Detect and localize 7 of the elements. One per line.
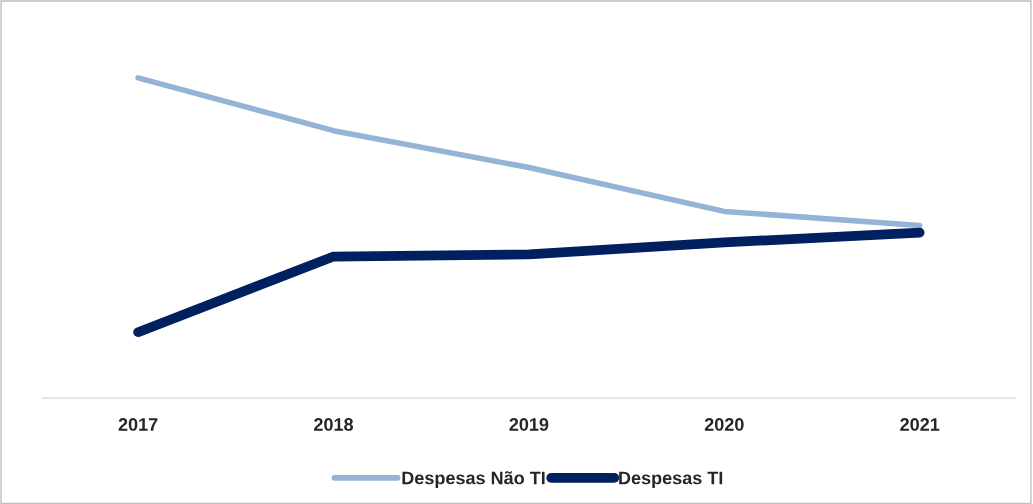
- x-tick-label: 2017: [118, 418, 158, 431]
- legend-label: Despesas TI: [619, 471, 723, 488]
- x-tick-label: 2018: [314, 418, 354, 431]
- legend-label: Despesas Não TI: [402, 471, 545, 488]
- x-tick-label: 2019: [509, 418, 549, 431]
- x-tick-label: 2020: [704, 418, 744, 431]
- x-tick-label: 2021: [900, 418, 940, 431]
